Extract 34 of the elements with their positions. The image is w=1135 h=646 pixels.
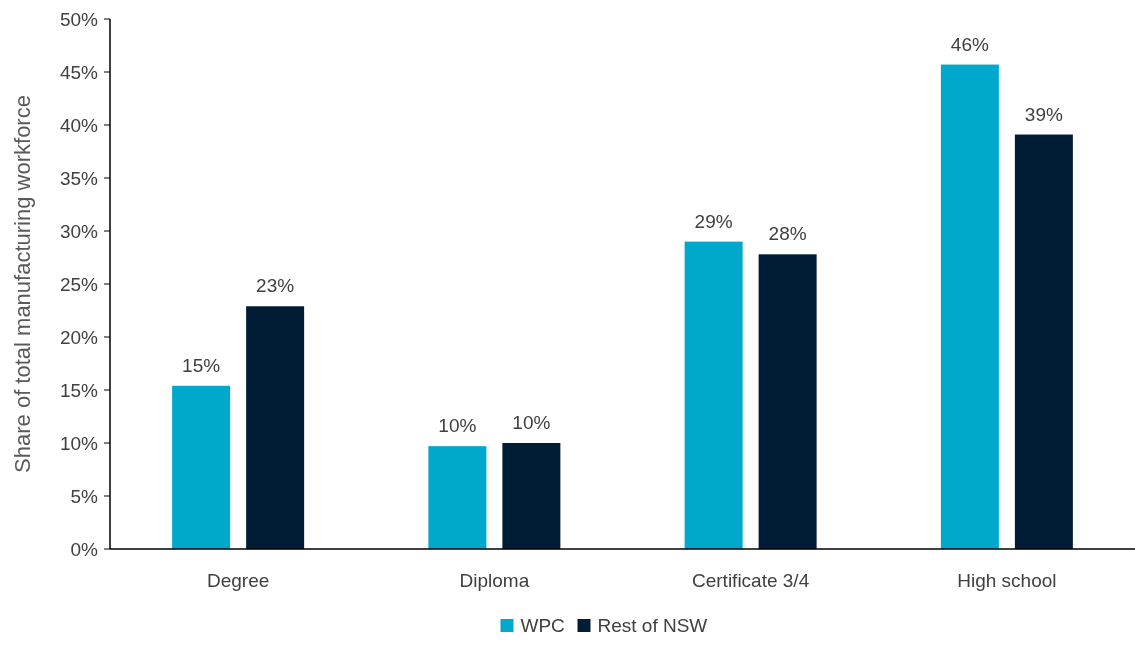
data-label: 15%	[182, 354, 221, 376]
y-tick-label: 50%	[59, 8, 99, 30]
data-label: 28%	[768, 223, 807, 245]
x-tick-label: Certificate 3/4	[692, 570, 810, 591]
x-tick-label: Degree	[206, 570, 270, 591]
legend-label: Rest of NSW	[597, 615, 708, 636]
data-label: 10%	[438, 415, 477, 437]
y-tick-label: 45%	[59, 61, 99, 83]
x-tick-label: High school	[957, 570, 1057, 591]
data-label: 10%	[512, 412, 551, 433]
y-tick-label: 30%	[59, 220, 99, 242]
bar	[428, 446, 487, 549]
data-label: 46%	[950, 33, 989, 55]
bar	[684, 241, 743, 549]
bar	[1014, 134, 1073, 549]
y-tick-label: 20%	[59, 326, 99, 348]
bar	[502, 443, 561, 549]
bar	[940, 64, 999, 549]
y-tick-label: 5%	[70, 485, 99, 507]
y-tick-label: 35%	[59, 167, 99, 189]
y-tick-label: 25%	[59, 273, 99, 295]
bar	[172, 385, 231, 549]
bar	[246, 306, 305, 549]
legend-label: WPC	[520, 615, 565, 636]
data-label: 23%	[256, 275, 295, 297]
data-label: 39%	[1024, 103, 1063, 125]
bar	[758, 254, 817, 549]
x-tick-label: Diploma	[459, 570, 530, 591]
y-tick-label: 15%	[59, 379, 99, 401]
y-tick-label: 10%	[59, 432, 99, 454]
y-axis-title: Share of total manufacturing workforce	[10, 95, 35, 473]
data-label: 29%	[694, 210, 733, 232]
y-tick-label: 40%	[59, 114, 99, 136]
y-tick-label: 0%	[70, 538, 99, 560]
